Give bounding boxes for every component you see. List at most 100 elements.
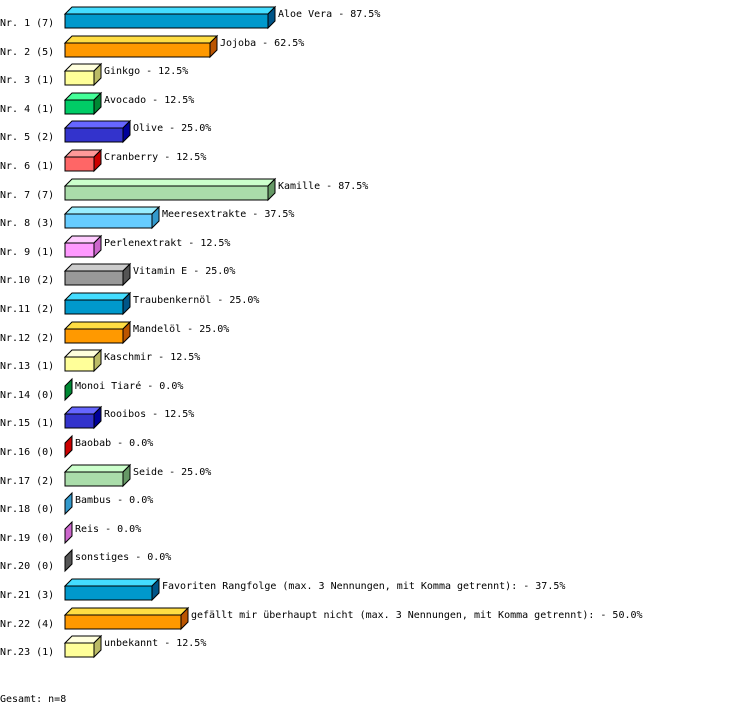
row-label: Nr.15 (1) xyxy=(0,418,54,429)
row-label: Nr. 5 (2) xyxy=(0,132,54,143)
bar xyxy=(64,413,95,429)
bar-side xyxy=(267,177,276,202)
row-label: Nr.16 (0) xyxy=(0,447,54,458)
bar xyxy=(64,99,95,115)
bar-side xyxy=(93,91,102,116)
bar-side xyxy=(64,520,73,545)
bar xyxy=(64,242,95,258)
row-label: Nr.18 (0) xyxy=(0,504,54,515)
bar-side xyxy=(151,577,160,602)
row-label: Nr. 7 (7) xyxy=(0,190,54,201)
row-label: Nr. 4 (1) xyxy=(0,104,54,115)
bar-top xyxy=(63,35,219,44)
data-label: Aloe Vera - 87.5% xyxy=(278,9,380,20)
data-label: Favoriten Rangfolge (max. 3 Nennungen, m… xyxy=(162,581,565,592)
bar-side xyxy=(64,548,73,573)
row-label: Nr.17 (2) xyxy=(0,476,54,487)
bar-side xyxy=(64,377,73,402)
bar xyxy=(64,270,124,286)
row-label: Nr.19 (0) xyxy=(0,533,54,544)
bar-side xyxy=(93,62,102,87)
row-label: Nr. 8 (3) xyxy=(0,218,54,229)
row-label: Nr.14 (0) xyxy=(0,390,54,401)
row-label: Nr. 1 (7) xyxy=(0,18,54,29)
data-label: Reis - 0.0% xyxy=(75,524,141,535)
bar-side xyxy=(93,405,102,430)
data-label: Rooibos - 12.5% xyxy=(104,409,194,420)
data-label: gefällt mir überhaupt nicht (max. 3 Nenn… xyxy=(191,610,643,621)
bar-side xyxy=(122,119,131,144)
data-label: Traubenkernöl - 25.0% xyxy=(133,295,259,306)
row-label: Nr. 2 (5) xyxy=(0,47,54,58)
bar xyxy=(64,328,124,344)
bar-top xyxy=(63,464,132,473)
data-label: Cranberry - 12.5% xyxy=(104,152,206,163)
data-label: Monoi Tiaré - 0.0% xyxy=(75,380,183,392)
bar xyxy=(64,471,124,487)
data-label: Avocado - 12.5% xyxy=(104,95,194,106)
data-label: Jojoba - 62.5% xyxy=(220,38,304,49)
bar xyxy=(64,13,269,29)
row-label: Nr. 6 (1) xyxy=(0,161,54,172)
row-label: Nr.12 (2) xyxy=(0,333,54,344)
data-label: Vitamin E - 25.0% xyxy=(133,266,235,277)
bar-top xyxy=(63,206,161,215)
data-label: sonstiges - 0.0% xyxy=(75,552,171,563)
data-label: unbekannt - 12.5% xyxy=(104,638,206,649)
data-label: Baobab - 0.0% xyxy=(75,438,153,449)
row-label: Nr.21 (3) xyxy=(0,590,54,601)
row-label: Nr. 3 (1) xyxy=(0,75,54,86)
bar-side xyxy=(93,348,102,373)
bar-side xyxy=(93,634,102,659)
bar-side xyxy=(151,205,160,230)
bar-side xyxy=(180,606,189,631)
bar xyxy=(64,213,153,229)
row-label: Nr.20 (0) xyxy=(0,561,54,572)
bar-side xyxy=(209,34,218,59)
data-label: Seide - 25.0% xyxy=(133,467,211,478)
bar xyxy=(64,185,269,201)
bar xyxy=(64,42,211,58)
row-label: Nr.22 (4) xyxy=(0,619,54,630)
bar-top xyxy=(63,120,132,129)
data-label: Kaschmir - 12.5% xyxy=(104,352,200,363)
data-label: Bambus - 0.0% xyxy=(75,495,153,506)
data-label: Perlenextrakt - 12.5% xyxy=(104,238,230,249)
row-label: Nr. 9 (1) xyxy=(0,247,54,258)
bar-side xyxy=(93,234,102,259)
data-label: Meeresextrakte - 37.5% xyxy=(162,209,294,220)
bar-side xyxy=(93,148,102,173)
bar-top xyxy=(63,607,190,616)
row-label: Nr.13 (1) xyxy=(0,361,54,372)
bar xyxy=(64,585,153,601)
bar-side xyxy=(122,262,131,287)
data-label: Mandelöl - 25.0% xyxy=(133,324,229,335)
row-label: Nr.10 (2) xyxy=(0,275,54,286)
bar xyxy=(64,614,182,630)
bar-side xyxy=(122,463,131,488)
bar xyxy=(64,156,95,172)
bar-top xyxy=(63,263,132,272)
row-label: Nr.11 (2) xyxy=(0,304,54,315)
bar-top xyxy=(63,6,277,15)
bar-side xyxy=(64,491,73,516)
bar xyxy=(64,642,95,658)
bar-side xyxy=(122,320,131,345)
bar xyxy=(64,356,95,372)
bar-side xyxy=(267,5,276,30)
data-label: Olive - 25.0% xyxy=(133,123,211,134)
bar-top xyxy=(63,178,277,187)
bar xyxy=(64,70,95,86)
bar xyxy=(64,127,124,143)
bar-side xyxy=(122,291,131,316)
row-label: Nr.23 (1) xyxy=(0,647,54,658)
data-label: Ginkgo - 12.5% xyxy=(104,66,188,77)
bar-top xyxy=(63,321,132,330)
data-label: Kamille - 87.5% xyxy=(278,181,368,192)
bar-side xyxy=(64,434,73,459)
bar-top xyxy=(63,578,161,587)
bar xyxy=(64,299,124,315)
bar-top xyxy=(63,292,132,301)
